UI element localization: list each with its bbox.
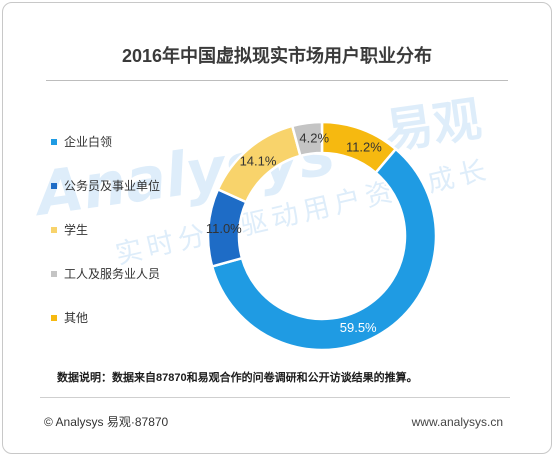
legend-marker-worker-service [51,271,57,277]
legend-marker-other [51,315,57,321]
legend-label-worker-service: 工人及服务业人员 [64,267,161,281]
legend-marker-white-collar [51,139,57,145]
donut-slice-worker-service [290,120,324,158]
legend-label-student: 学生 [64,223,89,237]
legend-item-white-collar: 企业白领 [51,134,112,150]
legend-item-civil-servant: 公务员及事业单位 [51,178,160,194]
data-label-student: 14.1% [240,154,277,169]
title-divider [46,80,508,81]
legend-label-other: 其他 [64,311,89,325]
legend-label-white-collar: 企业白领 [64,135,113,149]
footer-divider [40,397,510,398]
legend-item-other: 其他 [51,310,88,326]
donut-data-labels: 11.2% 59.5% 11.0% 14.1% 4.2% [206,130,382,335]
donut-slice-white-collar [210,147,438,352]
legend-label-civil-servant: 公务员及事业单位 [64,179,161,193]
donut-slices [206,120,438,352]
legend-item-student: 学生 [51,222,88,238]
chart-title: 2016年中国虚拟现实市场用户职业分布 [121,46,433,66]
footer-copyright: © Analysys 易观·87870 [44,415,169,429]
data-label-civil-servant: 11.0% [206,221,242,236]
data-source-note: 数据说明：数据来自87870和易观合作的问卷调研和公开访谈结果的推算。 [57,372,418,384]
data-label-worker-service: 4.2% [299,130,329,145]
legend-marker-civil-servant [51,183,57,189]
legend-item-worker-service: 工人及服务业人员 [51,266,160,282]
footer-website: www.analysys.cn [411,415,503,429]
legend: 企业白领 公务员及事业单位 学生 工人及服务业人员 其他 [51,0,160,325]
watermark-brand-cn: 易观 [382,91,485,160]
data-label-other: 11.2% [346,139,382,154]
data-label-white-collar: 59.5% [340,320,377,335]
legend-marker-student [51,227,57,233]
